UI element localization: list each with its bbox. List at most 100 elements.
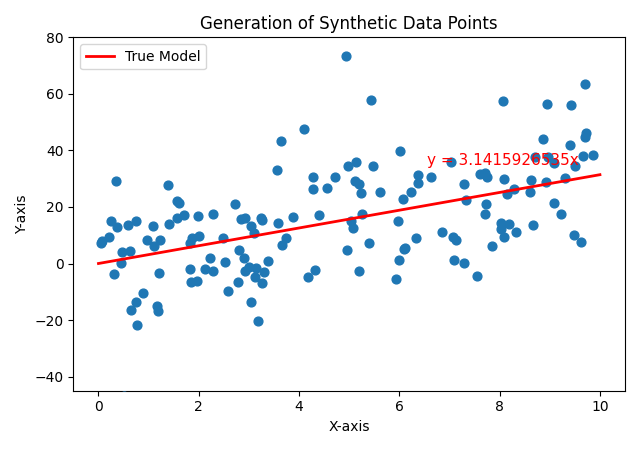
Point	[393, 217, 403, 224]
Point	[250, 273, 260, 281]
Point	[472, 272, 483, 279]
Point	[179, 211, 189, 219]
Point	[164, 221, 174, 228]
Point	[97, 238, 107, 245]
Point	[208, 211, 218, 218]
Point	[569, 232, 579, 239]
Point	[375, 188, 385, 195]
Point	[147, 223, 157, 230]
Point	[174, 199, 184, 207]
Point	[131, 217, 141, 224]
Point	[511, 228, 521, 235]
Point	[138, 290, 148, 297]
True Model	[228, 237, 236, 242]
Point	[436, 228, 447, 235]
Point	[131, 299, 141, 306]
Point	[250, 230, 260, 237]
Point	[116, 248, 127, 255]
Point	[207, 268, 218, 275]
Point	[580, 133, 590, 140]
Point	[253, 317, 263, 325]
Point	[356, 211, 367, 218]
X-axis label: X-axis: X-axis	[328, 420, 370, 434]
Point	[220, 258, 230, 265]
Point	[186, 278, 196, 286]
Point	[223, 287, 234, 295]
Point	[354, 180, 364, 188]
Point	[109, 270, 119, 277]
Point	[191, 277, 202, 284]
Point	[580, 130, 591, 137]
Point	[394, 256, 404, 264]
Point	[299, 125, 309, 132]
True Model	[115, 257, 122, 263]
Point	[406, 188, 416, 195]
Point	[239, 214, 250, 221]
Point	[104, 233, 114, 240]
Point	[497, 220, 507, 227]
Point	[499, 176, 509, 183]
Point	[365, 97, 376, 104]
Point	[487, 242, 497, 250]
Point	[122, 221, 132, 229]
Point	[96, 239, 106, 247]
Point	[399, 245, 409, 252]
Point	[400, 245, 410, 252]
Point	[480, 170, 490, 177]
Point	[251, 265, 261, 272]
Point	[303, 274, 313, 281]
Point	[549, 159, 559, 166]
Point	[460, 180, 470, 187]
Point	[239, 254, 249, 261]
Point	[281, 235, 291, 242]
Point	[426, 173, 436, 180]
Point	[538, 135, 548, 142]
True Model	[95, 261, 102, 266]
Y-axis label: Y-axis: Y-axis	[15, 194, 29, 234]
Point	[154, 237, 164, 244]
Point	[112, 224, 122, 231]
Point	[200, 265, 210, 272]
Point	[564, 141, 575, 149]
True Model	[553, 180, 561, 185]
Point	[364, 240, 374, 247]
Point	[132, 321, 142, 329]
Point	[193, 233, 204, 240]
Point	[543, 154, 553, 161]
Point	[342, 246, 352, 253]
Point	[308, 174, 318, 181]
Point	[257, 279, 267, 286]
Point	[172, 198, 182, 205]
Point	[246, 299, 256, 306]
Point	[528, 221, 538, 229]
Point	[559, 175, 570, 182]
Point	[475, 171, 485, 178]
Point	[451, 236, 461, 243]
Point	[576, 239, 586, 246]
Point	[257, 216, 267, 224]
Point	[163, 182, 173, 189]
Title: Generation of Synthetic Data Points: Generation of Synthetic Data Points	[200, 15, 498, 33]
Point	[588, 152, 598, 159]
True Model	[188, 244, 196, 250]
Point	[184, 239, 195, 247]
Point	[531, 154, 541, 161]
Point	[308, 186, 318, 193]
Point	[351, 159, 362, 166]
Point	[348, 225, 358, 232]
Point	[154, 269, 164, 277]
Point	[236, 216, 246, 223]
Point	[367, 162, 378, 169]
Point	[566, 101, 577, 109]
Point	[106, 217, 116, 224]
Point	[229, 201, 239, 208]
Legend: True Model: True Model	[81, 44, 206, 70]
Point	[353, 267, 364, 274]
Point	[262, 258, 273, 265]
Point	[276, 138, 286, 145]
Point	[186, 265, 196, 272]
Line: True Model: True Model	[99, 175, 600, 264]
Point	[277, 241, 287, 248]
True Model	[125, 255, 132, 261]
Point	[240, 267, 250, 274]
